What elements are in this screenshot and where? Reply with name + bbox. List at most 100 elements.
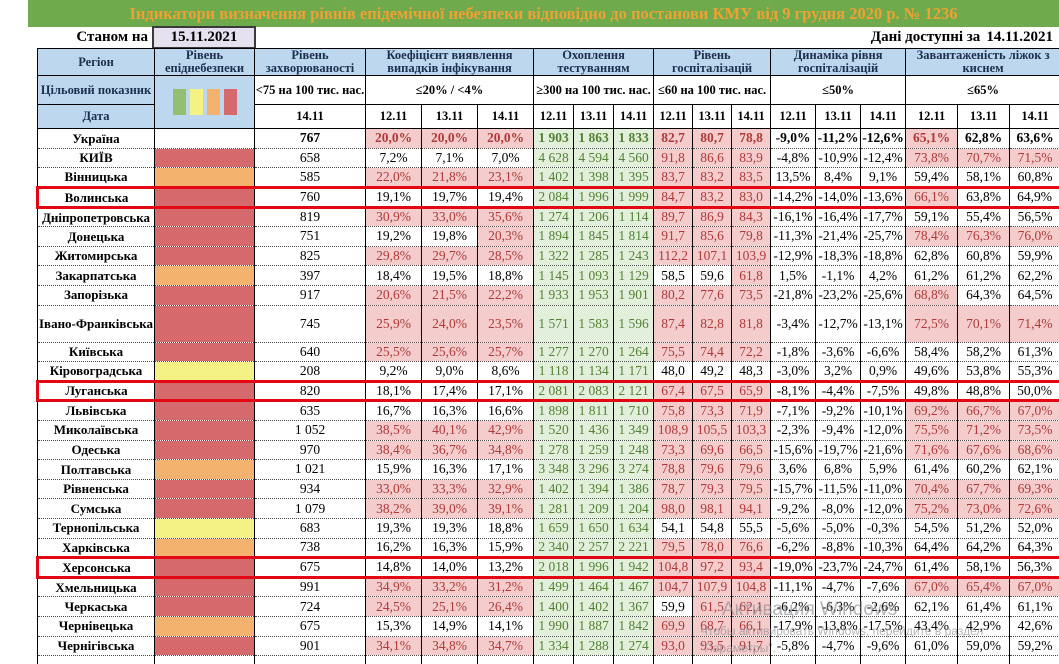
detection-value: 20,3% <box>477 226 535 247</box>
oxygen-value: 53,8% <box>957 361 1011 382</box>
dynamics-value: -12,6% <box>860 128 907 149</box>
detection-value: 36,7% <box>421 440 478 461</box>
testing-value: 1 953 <box>573 285 615 306</box>
dynamics-value: -8,8% <box>815 538 862 559</box>
oxygen-value: 58,1% <box>957 556 1011 579</box>
dynamics-value: -24,7% <box>860 556 907 579</box>
data-available-text: Дані доступні за 14.11.2021 <box>865 29 1053 46</box>
risk-level-legend <box>154 75 255 130</box>
detection-value: 23,1% <box>477 167 535 189</box>
hospitalization-value: 66,5 <box>731 440 772 461</box>
oxygen-value: 61,3% <box>1009 342 1059 363</box>
detection-value: 33,0% <box>421 207 478 228</box>
dynamics-value: -1,8% <box>770 342 817 363</box>
testing-value: 1 842 <box>613 616 655 637</box>
oxygen-value: 58,2% <box>957 342 1011 363</box>
dynamics-value: -13,8% <box>815 616 862 637</box>
dynamics-value: -17,7% <box>860 207 907 228</box>
hospitalization-value: 83,9 <box>731 148 772 169</box>
hospitalization-value: 91,8 <box>653 148 694 169</box>
hospitalization-value: 81,8 <box>731 305 772 343</box>
oxygen-value: 54,5% <box>905 518 959 539</box>
incidence-value: 397 <box>254 265 366 286</box>
table-row: Івано-Франківська 745 25,9% 24,0% 23,5% 1 571… <box>37 305 1059 343</box>
hospitalization-value: 112,2 <box>653 246 694 267</box>
oxygen-value: 64,2% <box>957 538 1011 559</box>
dynamics-value: -6,3% <box>815 596 862 617</box>
dynamics-value: -21,4% <box>815 226 862 247</box>
risk-level-header: Рівень епіднебезпеки <box>154 47 255 77</box>
testing-value: 1 710 <box>613 400 655 421</box>
testing-value: 1 285 <box>573 246 615 267</box>
oxygen-value: 63,6% <box>1009 128 1059 149</box>
oxygen-value: 78,4% <box>905 226 959 247</box>
detection-value: 19,5% <box>421 265 478 286</box>
testing-value: 1 288 <box>573 636 615 657</box>
detection-value: 38,4% <box>365 440 422 461</box>
testing-value: 1 650 <box>573 518 615 539</box>
oxygen-value: 61,1% <box>1009 596 1059 617</box>
dynamics-value: -17,9% <box>770 616 817 637</box>
table-row: Черкаська 724 24,5% 25,1% 26,4% 1 400 1 402 1 3… <box>37 596 1059 617</box>
oxygen-value: 76,3% <box>957 226 1011 247</box>
testing-value: 1 814 <box>613 226 655 247</box>
detection-value: 15,3% <box>365 616 422 637</box>
oxygen-value: 59,0% <box>957 636 1011 657</box>
as-of-date-box[interactable]: 15.11.2021 <box>152 26 256 49</box>
hospitalization-value: 49,2 <box>692 361 733 382</box>
dynamics-value: -12,7% <box>815 305 862 343</box>
testing-value: 1 134 <box>573 361 615 382</box>
detection-value: 15,9% <box>477 538 535 559</box>
oxygen-value: 66,7% <box>957 400 1011 421</box>
oxygen-value: 56,3% <box>1009 556 1059 579</box>
region-name: Рівненська <box>37 479 155 500</box>
testing-value: 1 274 <box>613 636 655 657</box>
testing-value: 1 264 <box>613 342 655 363</box>
incidence-value: 640 <box>254 342 366 363</box>
incidence-value: 820 <box>254 379 366 403</box>
hospitalization-value: 91,7 <box>731 636 772 657</box>
dynamics-value: -19,7% <box>815 440 862 461</box>
testing-value: 2 084 <box>533 186 575 209</box>
detection-value: 35,6% <box>477 207 535 228</box>
oxygen-value: 56,5% <box>1009 207 1059 228</box>
dynamics-value: -11,3% <box>770 226 817 247</box>
dynamics-value: -23,2% <box>815 285 862 306</box>
empty-cell <box>1009 655 1059 664</box>
hospitalization-value: 54,8 <box>692 518 733 539</box>
dynamics-value: -4,7% <box>815 636 862 657</box>
detection-value: 34,9% <box>365 577 422 598</box>
date-cell: 12.11 <box>365 104 422 130</box>
testing-value: 1 583 <box>573 305 615 343</box>
detection-value: 25,9% <box>365 305 422 343</box>
dynamics-value: -25,6% <box>860 285 907 306</box>
dynamics-value: -18,3% <box>815 246 862 267</box>
hospitalization-value: 82,7 <box>653 128 694 149</box>
oxygen-value: 73,0% <box>957 498 1011 519</box>
detection-value: 19,1% <box>365 186 422 209</box>
testing-value: 1 171 <box>613 361 655 382</box>
hospitalization-value: 86,9 <box>692 207 733 228</box>
table-row: КИЇВ 658 7,2% 7,1% 7,0% 4 628 4 594 4 560 91,8 86… <box>37 148 1059 169</box>
oxygen-value: 73,5% <box>1009 420 1059 441</box>
empty-cell <box>905 655 959 664</box>
hospitalization-value: 48,0 <box>653 361 694 382</box>
oxygen-value: 42,9% <box>957 616 1011 637</box>
hospitalization-value: 89,7 <box>653 207 694 228</box>
table-row: Одеська 970 38,4% 36,7% 34,8% 1 278 1 259 1 248… <box>37 440 1059 461</box>
detection-value: 20,0% <box>365 128 422 149</box>
risk-level-cell <box>154 479 255 500</box>
detection-value: 20,0% <box>477 128 535 149</box>
testing-value: 1 114 <box>613 207 655 228</box>
date-cell: 12.11 <box>653 104 694 130</box>
dynamics-value: 6,8% <box>815 459 862 480</box>
hospitalization-value: 93,0 <box>653 636 694 657</box>
hospitalization-value: 54,1 <box>653 518 694 539</box>
dynamics-value: -4,7% <box>815 577 862 598</box>
hospitalization-value: 84,7 <box>653 186 694 209</box>
table-row: Чернівецька 675 15,3% 14,9% 14,1% 1 990 1 887 1… <box>37 616 1059 637</box>
risk-level-cell <box>154 128 255 149</box>
risk-level-cell <box>154 636 255 657</box>
testing-value: 1 464 <box>573 577 615 598</box>
testing-value: 3 348 <box>533 459 575 480</box>
